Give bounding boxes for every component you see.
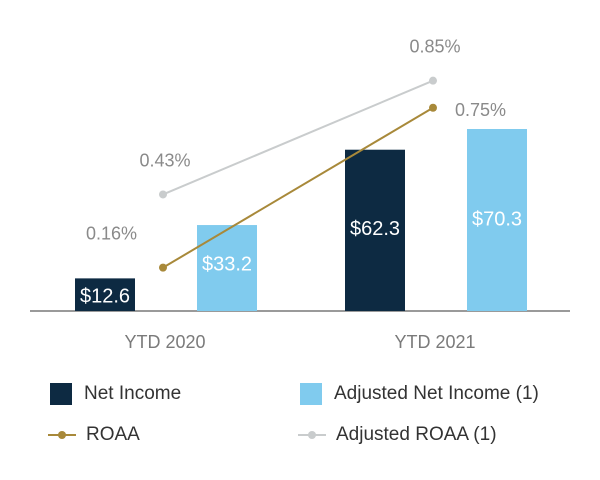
line-roaa	[162, 106, 434, 269]
point-adjusted-roaa-1-0	[159, 190, 167, 199]
bar-value-label-adjusted-net-income-1-1: $70.3	[472, 208, 522, 230]
point-label-adjusted-roaa-1-1: 0.85%	[409, 37, 460, 57]
bar-net-income-1	[345, 149, 405, 311]
category-label-ytd-2020: YTD 2020	[124, 332, 205, 352]
bar-value-label-net-income-1: $62.3	[350, 218, 400, 240]
bar-net-income-0	[75, 278, 135, 311]
bar-adjusted-net-income-1-1	[467, 129, 527, 311]
bar-value-label-net-income-0: $12.6	[80, 286, 130, 308]
line-adjusted-roaa-1	[162, 79, 434, 196]
point-label-roaa-1: 0.75%	[455, 100, 506, 120]
point-roaa-1	[429, 103, 437, 112]
point-roaa-0	[159, 263, 167, 272]
bar-adjusted-net-income-1-0	[197, 225, 257, 311]
point-label-roaa-0: 0.16%	[86, 224, 137, 244]
point-adjusted-roaa-1-1	[429, 76, 437, 85]
category-label-ytd-2021: YTD 2021	[394, 332, 475, 352]
bar-value-label-adjusted-net-income-1-0: $33.2	[202, 254, 252, 276]
point-label-adjusted-roaa-1-0: 0.43%	[139, 150, 190, 170]
